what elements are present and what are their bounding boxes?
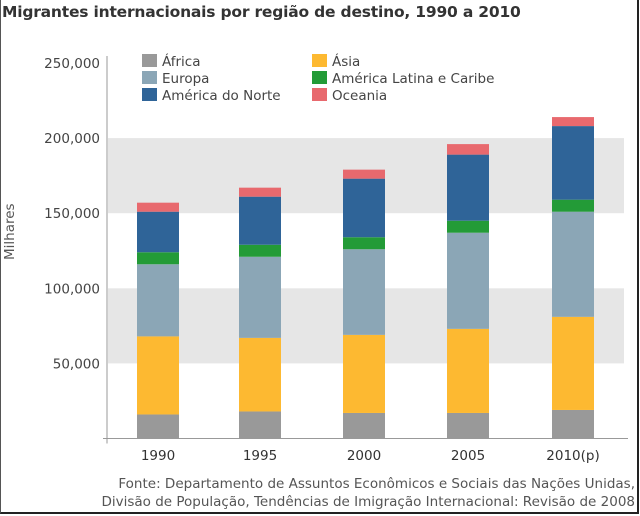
legend-label: Ásia — [332, 54, 361, 70]
bar-segment-america-do-norte-2000 — [343, 178, 385, 238]
source-line-1: Fonte: Departamento de Assuntos Econômic… — [118, 476, 635, 492]
legend-swatch-africa — [142, 54, 157, 67]
legend-item-asia: Ásia — [312, 54, 360, 71]
legend-swatch-america-norte — [142, 88, 157, 101]
bar-segment-africa-1995 — [239, 411, 281, 439]
bar-segment-america-latina-e-caribe-2010p — [552, 199, 594, 212]
source-line-2: Divisão de População, Tendências de Imig… — [101, 494, 635, 510]
legend-item-africa: África — [142, 54, 201, 71]
legend-label: Oceania — [332, 88, 388, 104]
x-tick-label: 2000 — [347, 448, 381, 464]
x-tick-label: 2005 — [451, 448, 485, 464]
legend-swatch-asia — [312, 54, 327, 67]
legend-swatch-america-latina — [312, 71, 327, 84]
legend-swatch-europa — [142, 71, 157, 84]
y-tick-label: 150,000 — [44, 206, 100, 222]
bar-segment-africa-2005 — [447, 412, 489, 439]
bar-segment-asia-2010p — [552, 316, 594, 410]
bar-segment-america-do-norte-1995 — [239, 196, 281, 245]
bar-segment-asia-2000 — [343, 334, 385, 413]
bar-segment-oceania-2000 — [343, 169, 385, 179]
bar-segment-africa-2010p — [552, 409, 594, 439]
legend-item-america-norte: América do Norte — [142, 88, 281, 105]
bar-segment-africa-1990 — [137, 414, 179, 439]
legend-label: América Latina e Caribe — [332, 71, 495, 87]
bar-segment-america-do-norte-2005 — [447, 154, 489, 221]
bar-segment-europa-1990 — [137, 264, 179, 337]
bar-segment-oceania-2010p — [552, 117, 594, 127]
legend-item-europa: Europa — [142, 71, 209, 88]
legend-label: África — [162, 54, 201, 70]
y-axis-label: Milhares — [2, 203, 18, 260]
bar-segment-oceania-1995 — [239, 187, 281, 197]
x-tick-label: 1995 — [243, 448, 277, 464]
bar-segment-oceania-2005 — [447, 144, 489, 155]
bar-segment-europa-1995 — [239, 256, 281, 338]
legend-item-oceania: Oceania — [312, 88, 387, 105]
bar-segment-europa-2010p — [552, 211, 594, 317]
bar-segment-asia-1990 — [137, 336, 179, 415]
bar-segment-asia-2005 — [447, 328, 489, 413]
bar-segment-america-latina-e-caribe-1990 — [137, 252, 179, 265]
x-tick-label: 1990 — [141, 448, 175, 464]
bar-segment-europa-2005 — [447, 232, 489, 329]
bar-segment-africa-2000 — [343, 412, 385, 439]
legend-label: América do Norte — [162, 88, 281, 104]
y-tick-label: 100,000 — [44, 281, 100, 297]
bar-segment-america-do-norte-1990 — [137, 211, 179, 253]
bar-segment-america-latina-e-caribe-1995 — [239, 244, 281, 257]
legend-label: Europa — [162, 71, 210, 87]
bar-segment-america-latina-e-caribe-2000 — [343, 237, 385, 250]
legend-swatch-oceania — [312, 88, 327, 101]
y-tick-label: 250,000 — [44, 56, 100, 72]
chart-title: Migrantes internacionais por região de d… — [2, 3, 521, 21]
bar-segment-oceania-1990 — [137, 202, 179, 212]
legend-item-america-latina: América Latina e Caribe — [312, 71, 494, 88]
y-tick-label: 200,000 — [44, 131, 100, 147]
bar-segment-asia-1995 — [239, 337, 281, 412]
bar-segment-europa-2000 — [343, 249, 385, 335]
bar-segment-america-do-norte-2010p — [552, 126, 594, 200]
bar-segment-america-latina-e-caribe-2005 — [447, 220, 489, 233]
x-tick-label: 2010(p) — [546, 448, 599, 464]
y-tick-label: 50,000 — [53, 356, 100, 372]
